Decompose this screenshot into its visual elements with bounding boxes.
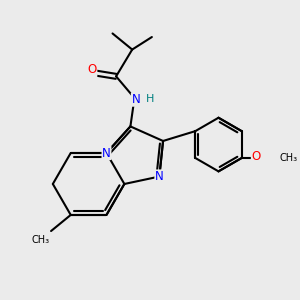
- Text: H: H: [146, 94, 154, 104]
- Text: O: O: [88, 63, 97, 76]
- Text: N: N: [102, 146, 111, 160]
- Text: CH₃: CH₃: [32, 235, 50, 244]
- Text: N: N: [155, 170, 164, 183]
- Text: O: O: [251, 150, 261, 163]
- Text: CH₃: CH₃: [279, 153, 297, 163]
- Text: N: N: [131, 93, 140, 106]
